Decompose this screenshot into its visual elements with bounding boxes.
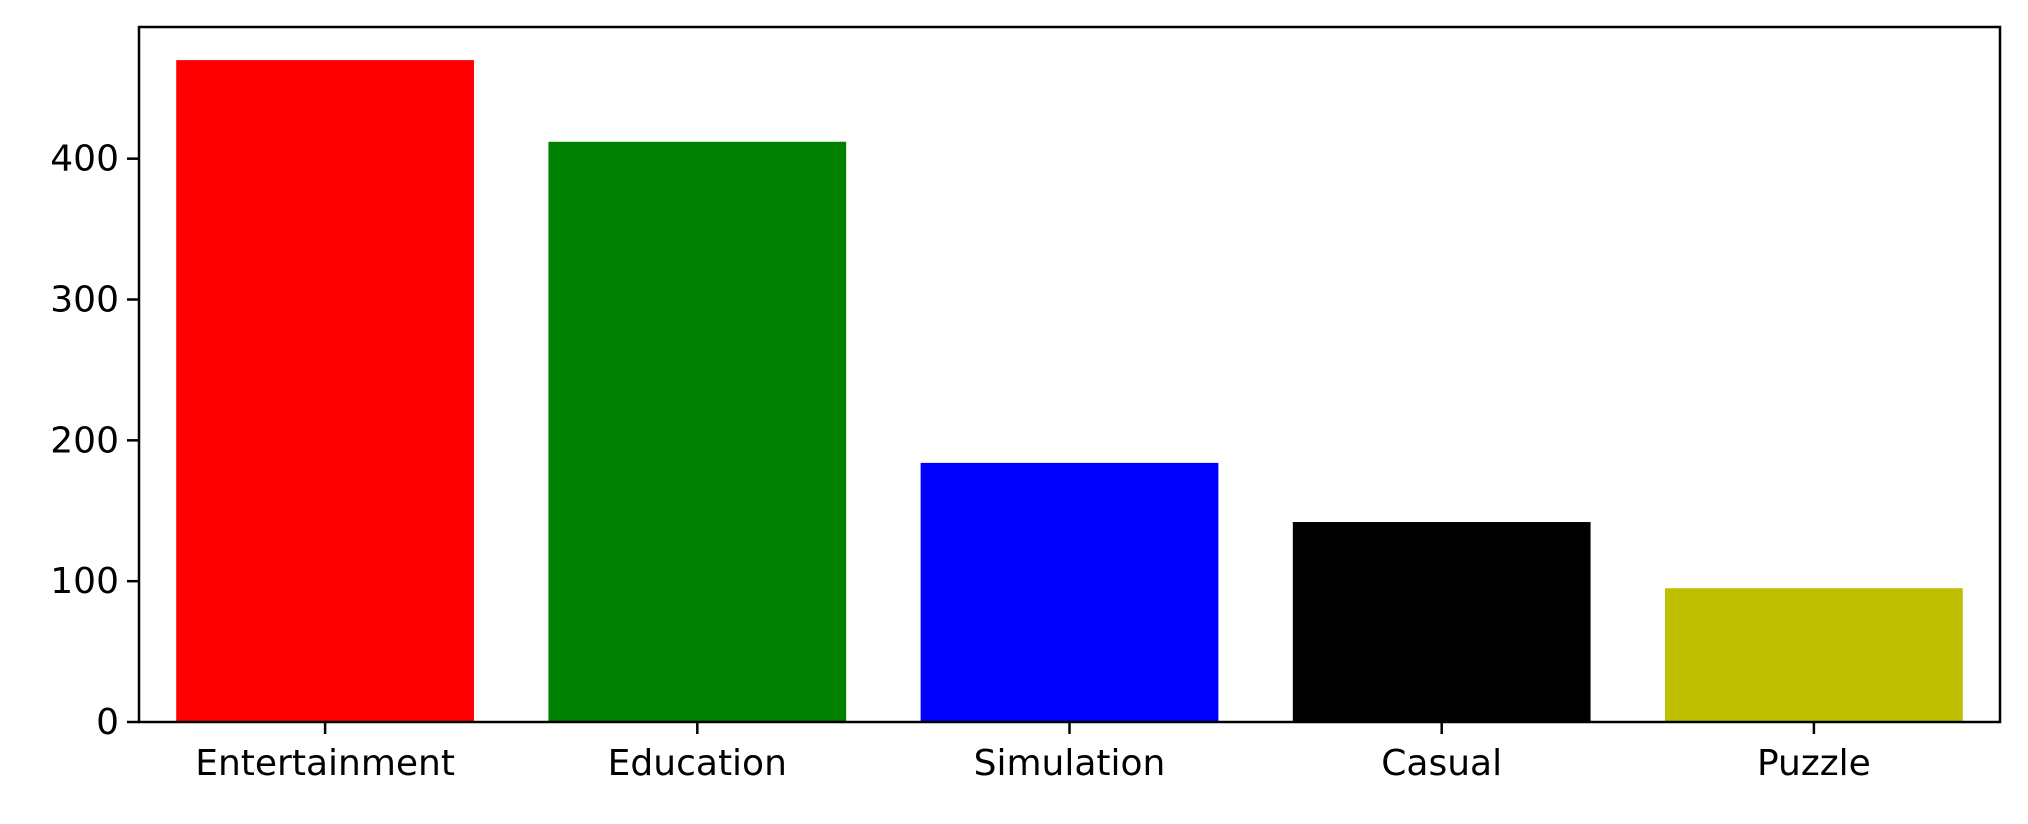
bar-simulation [920, 462, 1219, 722]
x-tick-label: Entertainment [195, 743, 455, 784]
bar-entertainment [176, 60, 474, 723]
bar-casual [1292, 522, 1591, 722]
y-tick-label: 300 [50, 280, 119, 321]
bar-education [548, 141, 847, 722]
y-tick-label: 200 [50, 420, 119, 461]
y-tick-label: 100 [50, 561, 119, 602]
bars-group [176, 60, 1963, 723]
y-tick-label: 0 [96, 702, 119, 743]
bar-puzzle [1665, 588, 1963, 722]
x-tick-label: Simulation [974, 743, 1166, 784]
x-axis-ticks: Entertainment Education Simulation Casual Pu… [195, 722, 1871, 784]
y-tick-label: 400 [50, 139, 119, 180]
x-tick-label: Puzzle [1757, 743, 1871, 784]
plot-frame [137, 25, 2002, 724]
x-tick-label: Education [608, 743, 787, 784]
y-axis-ticks: 0 100 200 300 400 [50, 139, 139, 743]
x-tick-label: Casual [1381, 743, 1502, 784]
